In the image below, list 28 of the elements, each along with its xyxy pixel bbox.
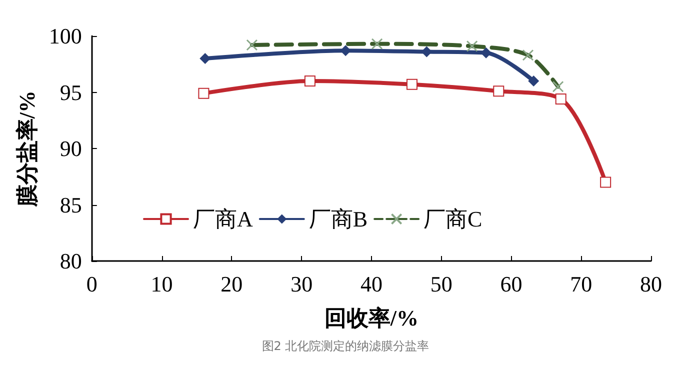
point bbox=[555, 94, 566, 104]
x-tick-label: 0 bbox=[86, 272, 98, 296]
point bbox=[528, 76, 540, 86]
caption: 图2 北化院测定的纳滤膜分盐率 bbox=[262, 339, 430, 353]
x-tick-label: 30 bbox=[290, 272, 313, 296]
point bbox=[406, 78, 418, 90]
y-tick-label: 95 bbox=[60, 80, 82, 105]
legend-label: 厂商C bbox=[424, 206, 482, 232]
x-axis-title: 回收率/% bbox=[324, 306, 419, 330]
x-tick-label: 60 bbox=[500, 272, 522, 296]
y-tick-label: 80 bbox=[60, 248, 82, 274]
x-tick-label: 50 bbox=[430, 272, 452, 296]
y-axis-title: 膜分盐率/% bbox=[14, 90, 40, 208]
point bbox=[198, 88, 210, 99]
x-tick-label: 70 bbox=[570, 272, 592, 296]
point bbox=[493, 86, 504, 97]
x-tick-label: 10 bbox=[150, 272, 173, 296]
x-tick-label: 20 bbox=[220, 272, 243, 296]
legend-label: 厂商B bbox=[308, 206, 368, 232]
y-tick-label: 90 bbox=[60, 136, 82, 161]
y-tick-label: 100 bbox=[48, 24, 82, 48]
legend-label: 厂商A bbox=[193, 206, 253, 232]
point bbox=[480, 47, 492, 58]
y-tick-label: 85 bbox=[60, 192, 82, 218]
point bbox=[304, 76, 316, 86]
x-tick-label: 80 bbox=[640, 272, 662, 296]
x-tick-label: 40 bbox=[360, 272, 382, 296]
point bbox=[600, 176, 612, 188]
